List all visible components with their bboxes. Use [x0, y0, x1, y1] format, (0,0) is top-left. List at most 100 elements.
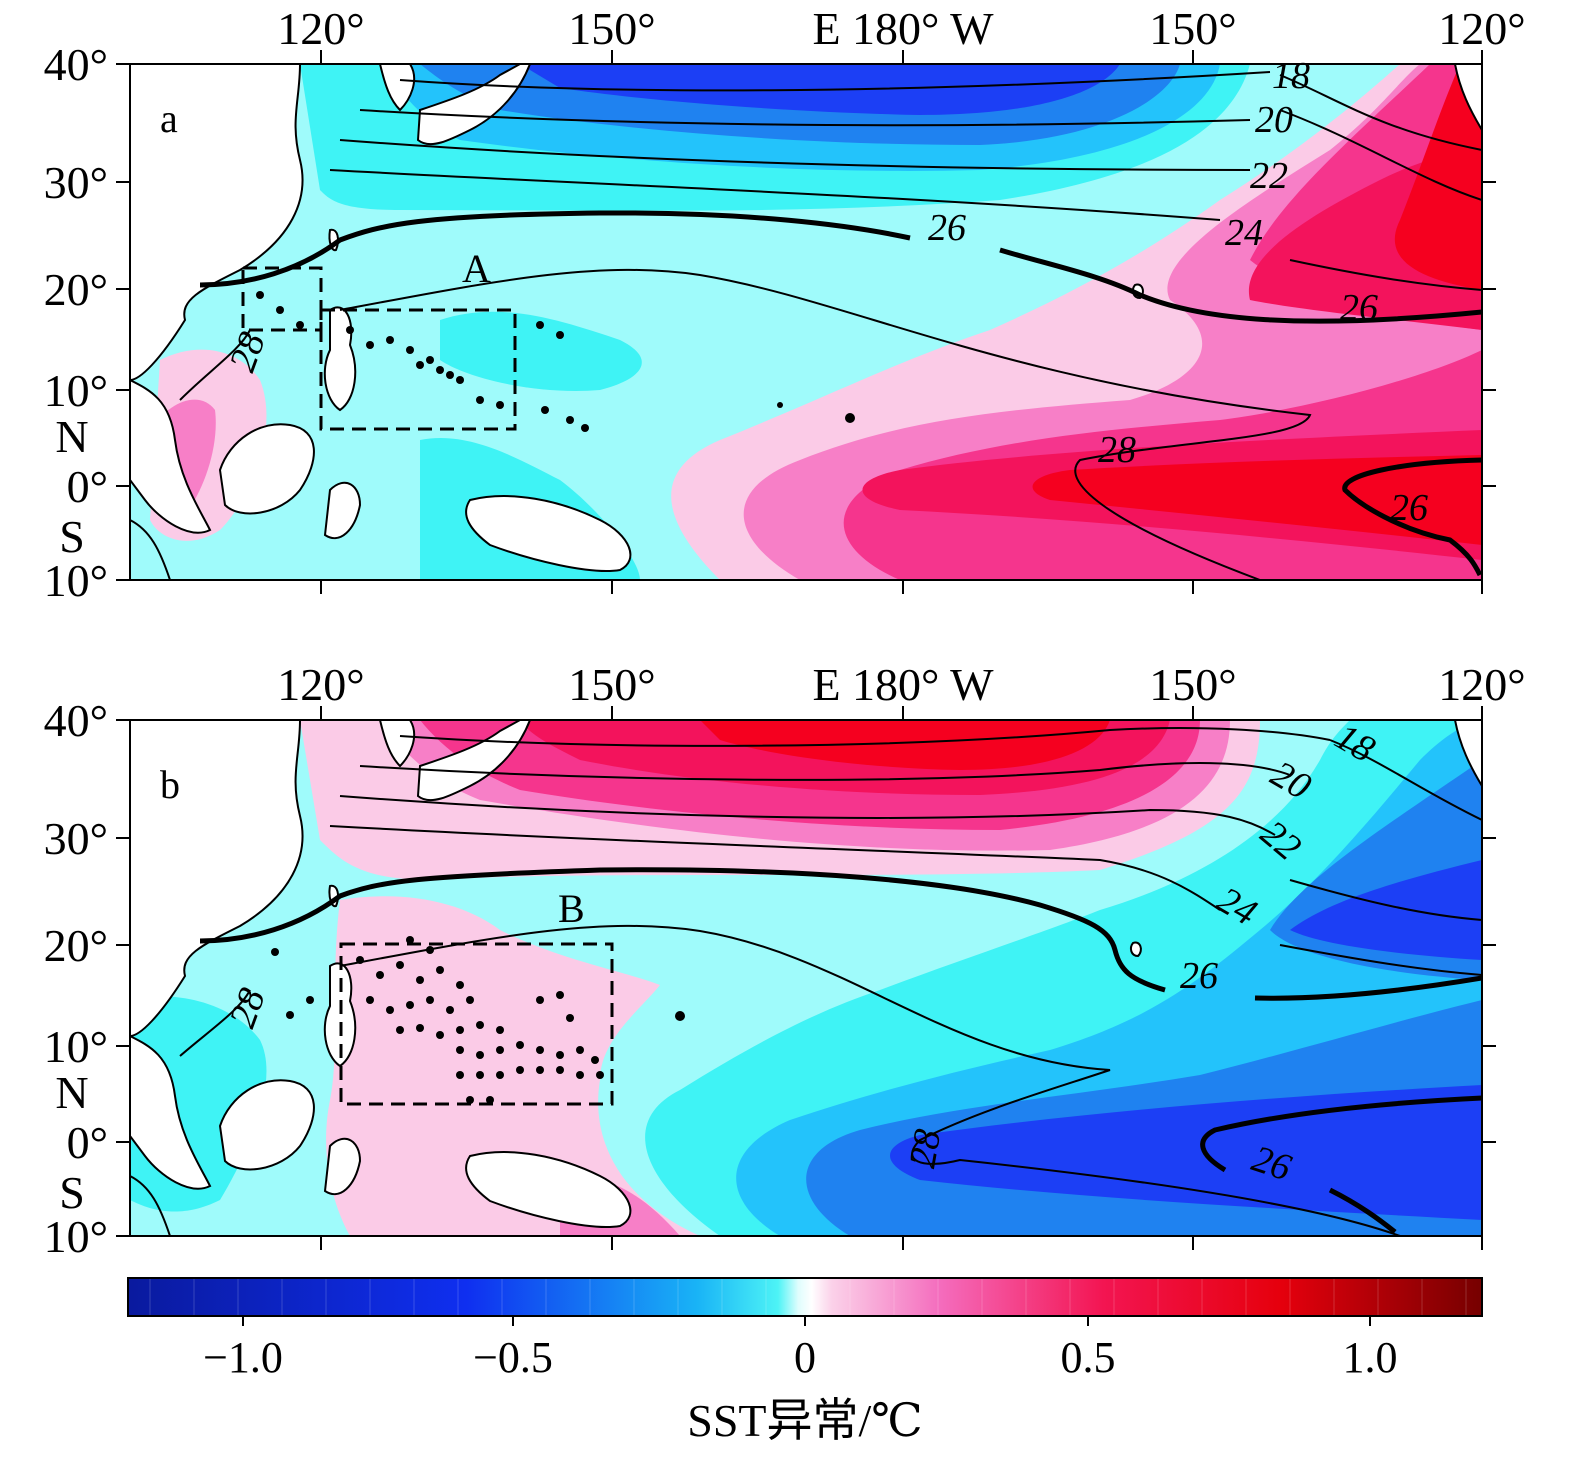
- lon-label-120e: 120°: [277, 3, 364, 54]
- contour-label-28-b: 28: [901, 1126, 949, 1171]
- lon-label-150w: 150°: [1149, 3, 1236, 54]
- panel-a: 120° 150° E 180° W 150° 120° 40° 30° 20°…: [44, 3, 1526, 606]
- contour-18: [399, 71, 1271, 92]
- box-label-b: B: [558, 886, 585, 931]
- contour-labels-a: 18 20 22 24 26 26 28 26 28: [221, 55, 1428, 529]
- box-label-a: A: [462, 246, 491, 291]
- lat-label-20n-b: 20°: [44, 920, 108, 971]
- sst-contours-b: [130, 727, 1482, 1236]
- contour-28-b: [339, 924, 1401, 1236]
- contour-label-26: 26: [928, 207, 966, 249]
- contour-east-1: [1279, 74, 1482, 151]
- box-region-a: [241, 266, 517, 431]
- contour-east-2-b: [1289, 879, 1482, 921]
- sst-field-red-north: [1394, 64, 1482, 290]
- sst-field-red-b: [700, 720, 1110, 770]
- land-asia-mainland-b: [130, 720, 304, 1038]
- contour-26-thick-east-b: [1254, 975, 1482, 1001]
- sst-field-deep-blue-b: [890, 1085, 1482, 1220]
- lat-label-40n-b: 40°: [44, 695, 108, 746]
- contour-22: [339, 139, 1251, 171]
- contour-24: [329, 169, 1221, 221]
- lon-label-150e: 150°: [568, 3, 655, 54]
- contour-label-24: 24: [1225, 212, 1263, 254]
- lon-label-150w-b: 150°: [1149, 659, 1236, 710]
- colorbar-tick-0-5: 0.5: [1061, 1333, 1116, 1382]
- contour-label-20: 20: [1255, 99, 1293, 141]
- sst-field-cyan-mid: [440, 311, 642, 391]
- land-indochina-b: [130, 1034, 212, 1190]
- land-b: [130, 720, 1482, 1228]
- colorbar-gradient: [128, 1278, 1482, 1316]
- tc-genesis-dots-b: [271, 936, 685, 1104]
- colorbar-tick-minus-1: −1.0: [203, 1333, 283, 1382]
- contour-label-18: 18: [1272, 55, 1310, 97]
- contour-west-sw-b: [130, 1175, 171, 1236]
- panel-b-frame: [129, 719, 1483, 1237]
- contour-26-thick-b: [199, 867, 1166, 993]
- land-hawaii-b: [1129, 941, 1142, 958]
- ticks-b: [116, 706, 1496, 1250]
- lon-label-120w-b: 120°: [1438, 659, 1525, 710]
- panel-a-frame: [129, 63, 1483, 581]
- contour-28-west: [179, 329, 251, 401]
- sst-field-red: [1032, 455, 1482, 545]
- contour-label-28: 28: [1098, 429, 1136, 471]
- land-borneo: [218, 423, 315, 515]
- panel-letter-b: b: [160, 762, 180, 807]
- lat-label-40n: 40°: [44, 39, 108, 90]
- panel-b: 120° 150° E 180° W 150° 120° 40° 30° 20°…: [44, 659, 1526, 1262]
- contour-west-sw: [130, 519, 171, 580]
- land-philippines-b: [323, 962, 357, 1068]
- contour-label-22: 22: [1250, 155, 1288, 197]
- sst-contours-a: [130, 71, 1482, 580]
- box-region-b: [339, 942, 614, 1106]
- contour-18-b: [399, 727, 1331, 747]
- lat-label-n: N: [55, 411, 88, 462]
- contour-28: [339, 268, 1312, 580]
- land-japan-b: [416, 720, 532, 802]
- lat-label-30n-b: 30°: [44, 813, 108, 864]
- panel-letter-a: a: [160, 96, 178, 141]
- contour-28-west-b: [179, 989, 251, 1057]
- land-sulawesi-b: [323, 1137, 362, 1196]
- contour-24-b: [329, 825, 1221, 911]
- lon-label-150e-b: 150°: [568, 659, 655, 710]
- contour-label-26-east: 26: [1340, 287, 1378, 329]
- land-new-guinea: [465, 495, 632, 572]
- lon-label-120e-b: 120°: [277, 659, 364, 710]
- lat-label-20n: 20°: [44, 264, 108, 315]
- contour-26-cold-tongue-b: [1200, 1095, 1482, 1173]
- contour-east-3: [1289, 259, 1482, 291]
- land-korea: [378, 64, 416, 112]
- contour-20: [359, 109, 1251, 127]
- lat-label-n-b: N: [55, 1067, 88, 1118]
- ticks-a: [116, 50, 1496, 594]
- colorbar-tick-0: 0: [794, 1333, 816, 1382]
- land-borneo-b: [218, 1079, 315, 1171]
- land-asia-mainland: [130, 64, 304, 382]
- contour-east-3-b: [1279, 944, 1482, 976]
- contour-26-thick-east: [999, 247, 1482, 324]
- land-japan: [416, 64, 532, 146]
- land-philippines: [323, 306, 357, 412]
- land: [130, 64, 1482, 572]
- land-new-guinea-b: [465, 1151, 632, 1228]
- lat-label-30n: 30°: [44, 157, 108, 208]
- contour-22-b: [339, 795, 1276, 836]
- contour-east-1-b: [1329, 739, 1482, 821]
- lat-label-s: S: [59, 511, 85, 562]
- sst-field-deep-blue-ne-b: [1290, 860, 1482, 960]
- lon-label-120w: 120°: [1438, 3, 1525, 54]
- colorbar-tick-minus-0-5: −0.5: [473, 1333, 553, 1382]
- colorbar-ticks: [242, 1316, 1371, 1326]
- land-sulawesi: [323, 481, 362, 540]
- lon-label-180: E 180° W: [812, 3, 994, 54]
- contour-26-cold-tongue-b2: [1328, 1187, 1397, 1234]
- contour-east-2: [1279, 109, 1482, 201]
- contour-label-26-b: 26: [1180, 955, 1218, 997]
- colorbar-tick-1: 1.0: [1343, 1333, 1398, 1382]
- contour-26-cold-tongue: [1342, 457, 1482, 577]
- tc-genesis-dots-a: [256, 291, 855, 432]
